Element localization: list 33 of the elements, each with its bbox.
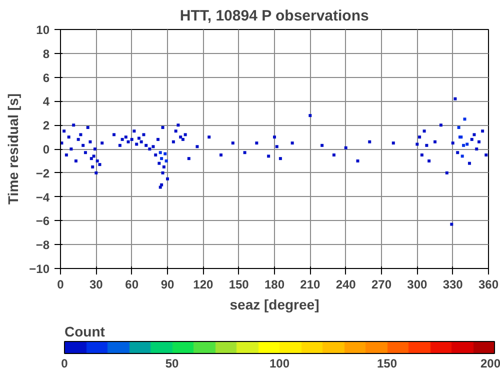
x-tick-label: 30 [89, 278, 104, 292]
y-tick-label: 0 [42, 142, 50, 156]
y-tick-label: 8 [42, 46, 50, 61]
x-tick-label: 90 [160, 278, 174, 292]
x-axis-title: seaz [degree] [230, 296, 320, 312]
x-tick-label: 60 [125, 278, 139, 292]
y-tick-label: −8 [36, 238, 50, 252]
x-tick-label: 270 [371, 278, 392, 292]
color-bar-title: Count [64, 324, 106, 340]
x-tick-label: 360 [478, 278, 499, 292]
x-tick-label: 300 [407, 278, 428, 292]
y-tick-label: 4 [42, 94, 50, 109]
color-bar-label: 50 [165, 356, 179, 370]
y-tick-label: 10 [36, 23, 50, 37]
x-tick-label: 150 [228, 278, 250, 292]
x-tick-label: 0 [57, 278, 64, 292]
x-tick-label: 210 [300, 278, 321, 292]
y-tick-label: −2 [36, 166, 50, 180]
chart-title: HTT, 10894 P observations [180, 8, 369, 24]
x-tick-label: 330 [442, 278, 464, 292]
y-tick-label: −4 [36, 190, 50, 204]
y-axis-title: Time residual [s] [5, 93, 22, 204]
color-bar-label: 200 [480, 356, 500, 370]
x-tick-label: 120 [193, 278, 214, 292]
y-tick-label: 6 [42, 70, 50, 85]
color-bar-label: 150 [376, 356, 398, 370]
color-bar-label: 100 [269, 356, 290, 370]
y-tick-label: −10 [29, 262, 50, 276]
x-tick-label: 180 [264, 278, 285, 292]
y-tick-label: 2 [42, 118, 50, 133]
x-tick-label: 240 [336, 278, 356, 292]
color-bar-label: 0 [61, 356, 68, 370]
y-tick-label: −6 [36, 214, 50, 228]
